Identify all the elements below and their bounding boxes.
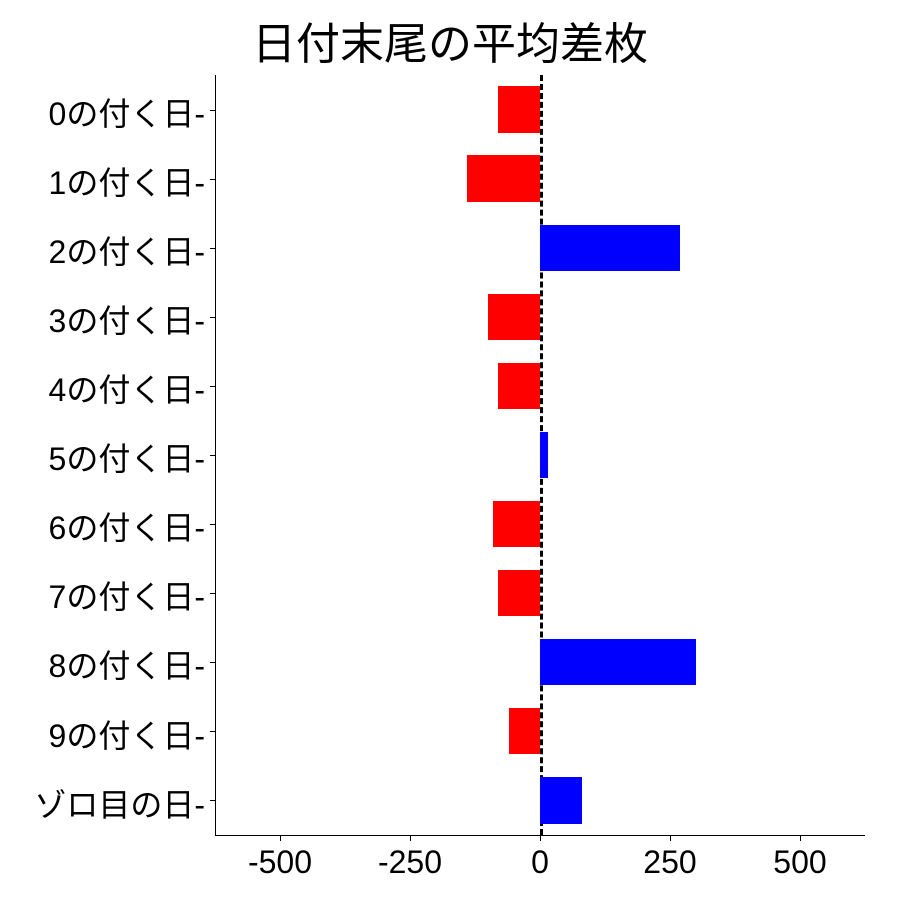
y-tick-label: 7の付く日- [49,572,205,618]
y-tick-mark [210,524,216,525]
x-tick-label: 500 [773,844,826,881]
x-tick-label: -250 [378,844,442,881]
y-tick-label: 0の付く日- [49,89,205,135]
x-tick-label: 250 [643,844,696,881]
y-tick-mark [210,593,216,594]
y-tick-mark [210,662,216,663]
y-tick-mark [210,386,216,387]
y-tick-label: 6の付く日- [49,503,205,549]
y-tick-label: 1の付く日- [49,158,205,204]
chart-container: 日付末尾の平均差枚 0の付く日- 1の付く日- 2の付く日- 3の付く日- 4の付く日-… [0,0,900,900]
bar [467,155,540,201]
y-tick-mark [210,731,216,732]
y-tick-label: 4の付く日- [49,365,205,411]
y-tick-mark [210,455,216,456]
y-tick-mark [210,317,216,318]
x-tick-mark [800,835,801,841]
x-tick-label: -500 [248,844,312,881]
y-tick-mark [210,248,216,249]
y-tick-label: 3の付く日- [49,296,205,342]
bar [540,432,548,478]
x-tick-mark [670,835,671,841]
y-tick-label: 8の付く日- [49,641,205,687]
bar [509,708,540,754]
x-tick-mark [410,835,411,841]
x-tick-mark [280,835,281,841]
y-tick-label: ゾロ目の日- [34,780,205,826]
y-tick-mark [210,800,216,801]
y-tick-mark [210,110,216,111]
y-tick-label: 5の付く日- [49,434,205,480]
x-tick-label: 0 [531,844,549,881]
bar [540,777,582,823]
chart-title: 日付末尾の平均差枚 [0,8,900,72]
bar [498,570,540,616]
x-tick-mark [540,835,541,841]
bar [498,86,540,132]
bar [488,294,540,340]
y-tick-label: 9の付く日- [49,711,205,757]
y-tick-label: 2の付く日- [49,227,205,273]
bar [493,501,540,547]
bar [540,225,680,271]
bar [540,639,696,685]
plot-area [215,75,865,835]
y-tick-mark [210,179,216,180]
bar [498,363,540,409]
